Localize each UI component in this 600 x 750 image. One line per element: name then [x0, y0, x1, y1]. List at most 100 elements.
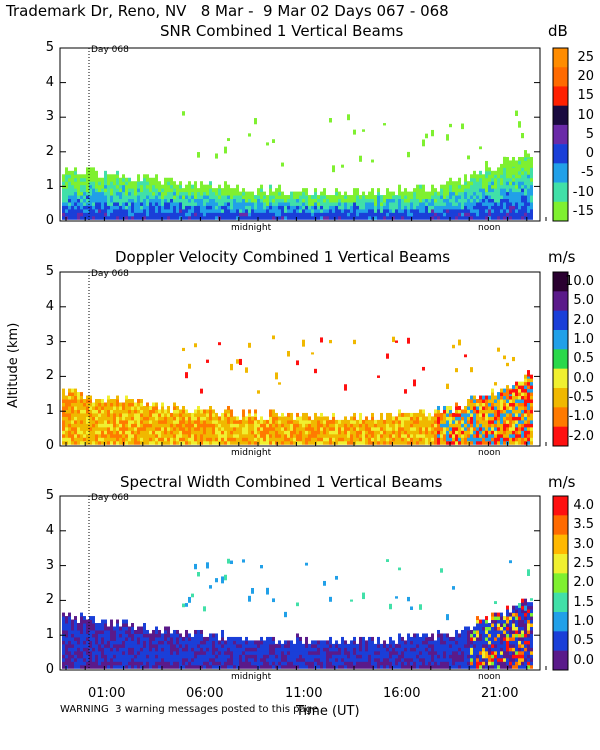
- colorbar-swatch: [553, 48, 568, 68]
- colorbar-label: 10: [577, 107, 594, 123]
- colorbar-swatch: [553, 650, 568, 671]
- y-tick-label: 4: [45, 74, 54, 90]
- colorbar-swatch: [553, 291, 568, 311]
- y-tick-label: 1: [45, 178, 54, 194]
- y-tick-label: 3: [45, 333, 54, 349]
- noon-label: noon: [478, 448, 501, 458]
- colorbar-label: 2.0: [573, 575, 594, 591]
- y-tick-label: 0: [45, 662, 54, 677]
- colorbar-label: -0.5: [568, 390, 594, 405]
- colorbar-swatch: [553, 201, 568, 222]
- colorbar-label: 1.0: [573, 332, 594, 347]
- colorbar-swatch: [553, 573, 568, 593]
- panel-title: Doppler Velocity Combined 1 Vertical Bea…: [115, 248, 451, 266]
- x-tick-label: 16:00: [383, 686, 421, 701]
- colorbar-swatch: [553, 592, 568, 613]
- colorbar-unit: m/s: [548, 473, 576, 491]
- heatmap-cells: [62, 335, 533, 445]
- midnight-label: midnight: [231, 672, 272, 682]
- y-tick-label: 5: [45, 488, 54, 503]
- colorbar-swatch: [553, 496, 568, 516]
- y-tick-label: 3: [45, 557, 54, 573]
- day-marker-label: Day 068: [91, 493, 129, 503]
- colorbar-label: 15: [577, 88, 594, 104]
- plot-frame: [59, 47, 541, 222]
- colorbar-unit: m/s: [548, 248, 576, 266]
- x-axis-label: Time (UT): [296, 704, 360, 719]
- y-tick-label: 2: [45, 143, 54, 159]
- colorbar-swatch: [553, 67, 568, 87]
- colorbar-swatch: [553, 182, 568, 203]
- noon-label: noon: [478, 672, 501, 682]
- noon-label: noon: [478, 223, 501, 233]
- x-tick-label: 21:00: [481, 686, 519, 701]
- plot-frame: [59, 495, 541, 671]
- y-tick-label: 1: [45, 627, 54, 643]
- colorbar-swatch: [553, 534, 568, 555]
- colorbar-swatch: [553, 407, 568, 427]
- colorbar-label: -10: [572, 184, 594, 200]
- colorbar-label: 4.0: [573, 498, 594, 513]
- colorbar-label: 2.0: [573, 312, 594, 328]
- colorbar-label: 1.5: [573, 594, 594, 610]
- colorbar-frame: [552, 271, 569, 447]
- y-tick-label: 5: [45, 264, 54, 279]
- y-tick-label: 2: [45, 368, 54, 384]
- panel-title: Spectral Width Combined 1 Vertical Beams: [120, 473, 443, 491]
- y-tick-label: 4: [45, 298, 54, 314]
- colorbar-swatch: [553, 124, 568, 145]
- colorbar-swatch: [553, 426, 568, 447]
- day-marker-label: Day 068: [91, 269, 129, 279]
- colorbar-label: -1.0: [568, 409, 594, 425]
- y-tick-label: 2: [45, 592, 54, 608]
- colorbar-swatch: [553, 310, 568, 331]
- plot-frame: [59, 271, 541, 447]
- panel-title: SNR Combined 1 Vertical Beams: [160, 22, 404, 40]
- colorbar-label: 1.0: [573, 614, 594, 629]
- colorbar-swatch: [553, 515, 568, 535]
- x-tick-label: 01:00: [88, 686, 126, 701]
- midnight-label: midnight: [231, 223, 272, 233]
- colorbar-frame: [552, 47, 569, 222]
- y-axis-label: Altitude (km): [6, 322, 21, 408]
- colorbar-swatch: [553, 554, 568, 574]
- y-tick-label: 3: [45, 109, 54, 125]
- colorbar-label: 0: [585, 146, 594, 162]
- colorbar-label: -2.0: [568, 428, 594, 444]
- heatmap-cells: [62, 558, 533, 669]
- colorbar-label: 5: [585, 126, 594, 142]
- colorbar-label: 0.5: [573, 633, 594, 649]
- colorbar-unit: dB: [548, 22, 568, 40]
- y-tick-label: 0: [45, 213, 54, 228]
- y-tick-label: 1: [45, 403, 54, 419]
- x-tick-label: 11:00: [285, 686, 323, 701]
- colorbar-label: 3.5: [573, 517, 594, 533]
- colorbar-label: 20: [577, 69, 594, 85]
- page-header: Trademark Dr, Reno, NV 8 Mar - 9 Mar 02 …: [6, 2, 449, 20]
- colorbar-swatch: [553, 144, 568, 164]
- midnight-label: midnight: [231, 448, 272, 458]
- colorbar-label: 0.0: [573, 652, 594, 668]
- y-tick-label: 5: [45, 40, 54, 55]
- colorbar-swatch: [553, 631, 568, 651]
- colorbar-swatch: [553, 368, 568, 389]
- colorbar-label: 25: [577, 50, 594, 65]
- colorbar-frame: [552, 495, 569, 671]
- colorbar-swatch: [553, 105, 568, 126]
- colorbar-swatch: [553, 612, 568, 632]
- heatmap-cells: [62, 110, 533, 220]
- colorbar-swatch: [553, 272, 568, 292]
- colorbar-swatch: [553, 349, 568, 369]
- colorbar-label: -15: [572, 203, 594, 219]
- colorbar-label: 2.5: [573, 556, 594, 571]
- colorbar-label: 10.0: [565, 274, 594, 289]
- colorbar-swatch: [553, 86, 568, 106]
- y-tick-label: 4: [45, 522, 54, 538]
- warning-message: WARNING 3 warning messages posted to thi…: [60, 704, 319, 715]
- colorbar-label: 3.0: [573, 536, 594, 552]
- colorbar-swatch: [553, 163, 568, 183]
- colorbar-label: 0.0: [573, 370, 594, 386]
- colorbar-label: 5.0: [573, 293, 594, 309]
- colorbar-swatch: [553, 330, 568, 350]
